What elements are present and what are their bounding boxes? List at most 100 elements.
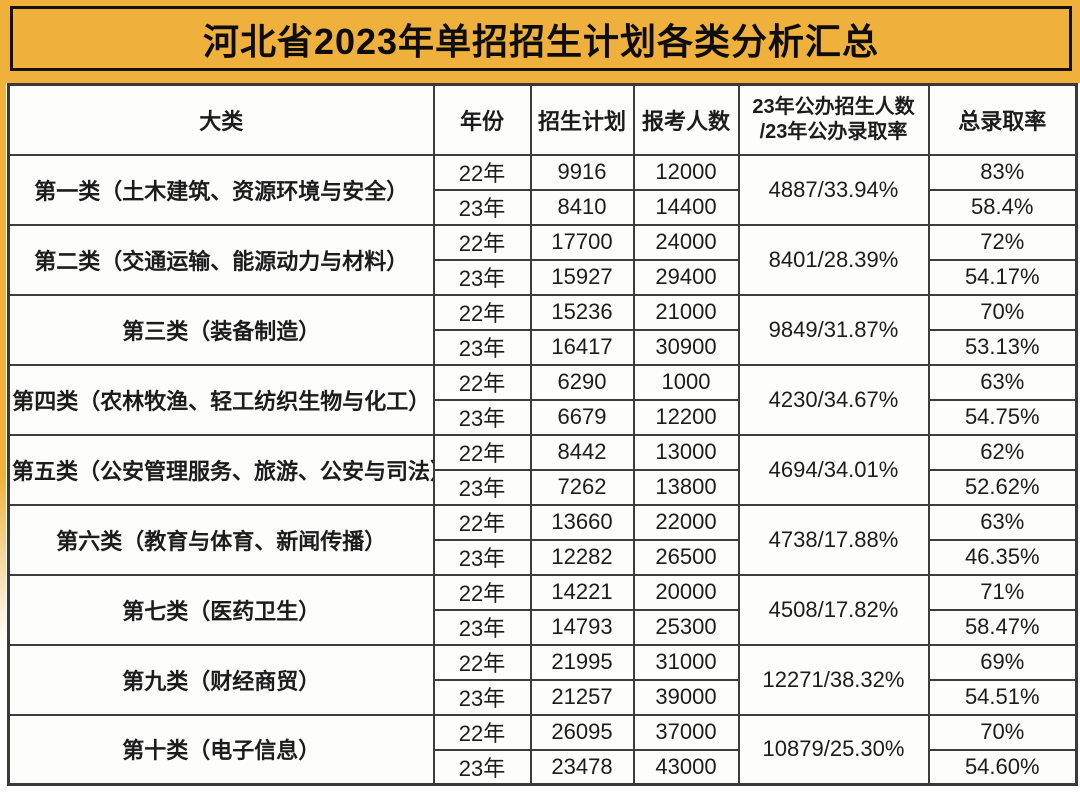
year-cell: 23年 (432, 398, 532, 436)
year-cell: 22年 (432, 713, 532, 751)
page-title: 河北省2023年单招招生计划各类分析汇总 (202, 20, 880, 62)
year-cell: 22年 (432, 573, 532, 611)
category-name-cell: 第十类（电子信息） (7, 713, 435, 786)
year-cell: 22年 (432, 433, 532, 471)
public-admission-cell: 4508/17.82% (737, 573, 930, 646)
year-cell: 23年 (432, 258, 532, 296)
header-total-rate: 总录取率 (927, 83, 1078, 156)
plan-cell: 6290 (529, 363, 635, 401)
rate-cell: 71% (927, 573, 1078, 611)
table-row: 第五类（公安管理服务、旅游、公安与司法） 22年 8442 13000 4694… (7, 433, 1078, 506)
admissions-summary-table: 大类 年份 招生计划 报考人数 23年公办招生人数 /23年公办录取率 总录取率… (7, 83, 1078, 786)
table-row: 23年 14793 25300 58.47% (9, 608, 1078, 646)
plan-cell: 6679 (529, 398, 635, 436)
title-box: 河北省2023年单招招生计划各类分析汇总 (10, 6, 1072, 71)
applicants-cell: 30900 (632, 328, 740, 366)
plan-cell: 15236 (529, 293, 635, 331)
public-admission-cell: 12271/38.32% (737, 643, 930, 716)
plan-cell: 8410 (529, 188, 635, 226)
rate-cell: 58.47% (927, 608, 1078, 646)
table-row: 第十类（电子信息） 22年 26095 37000 10879/25.30% 7… (7, 713, 1078, 786)
title-band: 河北省2023年单招招生计划各类分析汇总 (0, 0, 1080, 83)
plan-cell: 12282 (529, 538, 635, 576)
category-name-cell: 第六类（教育与体育、新闻传播） (7, 503, 435, 576)
table-row: 23年 23478 43000 54.60% (9, 748, 1078, 786)
rate-cell: 63% (927, 363, 1078, 401)
plan-cell: 15927 (529, 258, 635, 296)
plan-cell: 16417 (529, 328, 635, 366)
header-year: 年份 (432, 83, 532, 156)
table-row: 第七类（医药卫生） 22年 14221 20000 4508/17.82% 71… (7, 573, 1078, 646)
applicants-cell: 39000 (632, 678, 740, 716)
plan-cell: 14793 (529, 608, 635, 646)
table-row: 23年 7262 13800 52.62% (9, 468, 1078, 506)
applicants-cell: 21000 (632, 293, 740, 331)
table-row: 23年 6679 12200 54.75% (9, 398, 1078, 436)
header-public-admission: 23年公办招生人数 /23年公办录取率 (737, 83, 930, 156)
table-row: 23年 21257 39000 54.51% (9, 678, 1078, 716)
applicants-cell: 24000 (632, 223, 740, 261)
public-admission-cell: 9849/31.87% (737, 293, 930, 366)
header-category: 大类 (7, 83, 435, 156)
table-row: 第九类（财经商贸） 22年 21995 31000 12271/38.32% 6… (7, 643, 1078, 716)
rate-cell: 53.13% (927, 328, 1078, 366)
plan-cell: 8442 (529, 433, 635, 471)
header-row: 大类 年份 招生计划 报考人数 23年公办招生人数 /23年公办录取率 总录取率 (7, 83, 1078, 156)
left-gold-strip (0, 83, 6, 643)
applicants-cell: 29400 (632, 258, 740, 296)
year-cell: 22年 (432, 363, 532, 401)
applicants-cell: 13000 (632, 433, 740, 471)
rate-cell: 70% (927, 293, 1078, 331)
category-name-cell: 第四类（农林牧渔、轻工纺织生物与化工） (7, 363, 435, 436)
rate-cell: 52.62% (927, 468, 1078, 506)
rate-cell: 46.35% (927, 538, 1078, 576)
applicants-cell: 12200 (632, 398, 740, 436)
rate-cell: 69% (927, 643, 1078, 681)
year-cell: 23年 (432, 538, 532, 576)
year-cell: 23年 (432, 328, 532, 366)
applicants-cell: 12000 (632, 153, 740, 191)
year-cell: 22年 (432, 643, 532, 681)
table-row: 第二类（交通运输、能源动力与材料） 22年 17700 24000 8401/2… (7, 223, 1078, 296)
table-row: 第四类（农林牧渔、轻工纺织生物与化工） 22年 6290 1000 4230/3… (7, 363, 1078, 436)
plan-cell: 14221 (529, 573, 635, 611)
rate-cell: 83% (927, 153, 1078, 191)
rate-cell: 58.4% (927, 188, 1078, 226)
public-admission-cell: 4738/17.88% (737, 503, 930, 576)
year-cell: 22年 (432, 293, 532, 331)
public-admission-cell: 4694/34.01% (737, 433, 930, 506)
category-name-cell: 第七类（医药卫生） (7, 573, 435, 646)
rate-cell: 54.60% (927, 748, 1078, 786)
year-cell: 22年 (432, 223, 532, 261)
public-admission-cell: 4887/33.94% (737, 153, 930, 226)
year-cell: 22年 (432, 503, 532, 541)
year-cell: 22年 (432, 153, 532, 191)
table-row: 第三类（装备制造） 22年 15236 21000 9849/31.87% 70… (7, 293, 1078, 366)
rate-cell: 54.17% (927, 258, 1078, 296)
header-plan: 招生计划 (529, 83, 635, 156)
public-admission-cell: 4230/34.67% (737, 363, 930, 436)
year-cell: 23年 (432, 678, 532, 716)
table-row: 第六类（教育与体育、新闻传播） 22年 13660 22000 4738/17.… (7, 503, 1078, 576)
plan-cell: 21257 (529, 678, 635, 716)
category-name-cell: 第九类（财经商贸） (7, 643, 435, 716)
rate-cell: 72% (927, 223, 1078, 261)
applicants-cell: 31000 (632, 643, 740, 681)
applicants-cell: 1000 (632, 363, 740, 401)
table-row: 23年 12282 26500 46.35% (9, 538, 1078, 576)
table-row: 23年 8410 14400 58.4% (9, 188, 1078, 226)
applicants-cell: 43000 (632, 748, 740, 786)
category-name-cell: 第三类（装备制造） (7, 293, 435, 366)
applicants-cell: 13800 (632, 468, 740, 506)
plan-cell: 17700 (529, 223, 635, 261)
applicants-cell: 20000 (632, 573, 740, 611)
year-cell: 23年 (432, 468, 532, 506)
applicants-cell: 14400 (632, 188, 740, 226)
rate-cell: 54.51% (927, 678, 1078, 716)
plan-cell: 9916 (529, 153, 635, 191)
year-cell: 23年 (432, 608, 532, 646)
public-admission-cell: 8401/28.39% (737, 223, 930, 296)
rate-cell: 63% (927, 503, 1078, 541)
plan-cell: 23478 (529, 748, 635, 786)
